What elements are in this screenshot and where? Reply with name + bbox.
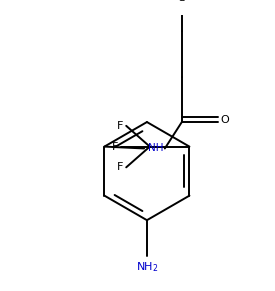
- Text: O: O: [221, 115, 229, 125]
- Text: NH$_2$: NH$_2$: [136, 260, 158, 274]
- Text: S: S: [178, 0, 185, 3]
- Text: F: F: [112, 142, 119, 152]
- Text: F: F: [117, 162, 123, 172]
- Text: F: F: [117, 121, 123, 131]
- Text: NH: NH: [148, 143, 163, 153]
